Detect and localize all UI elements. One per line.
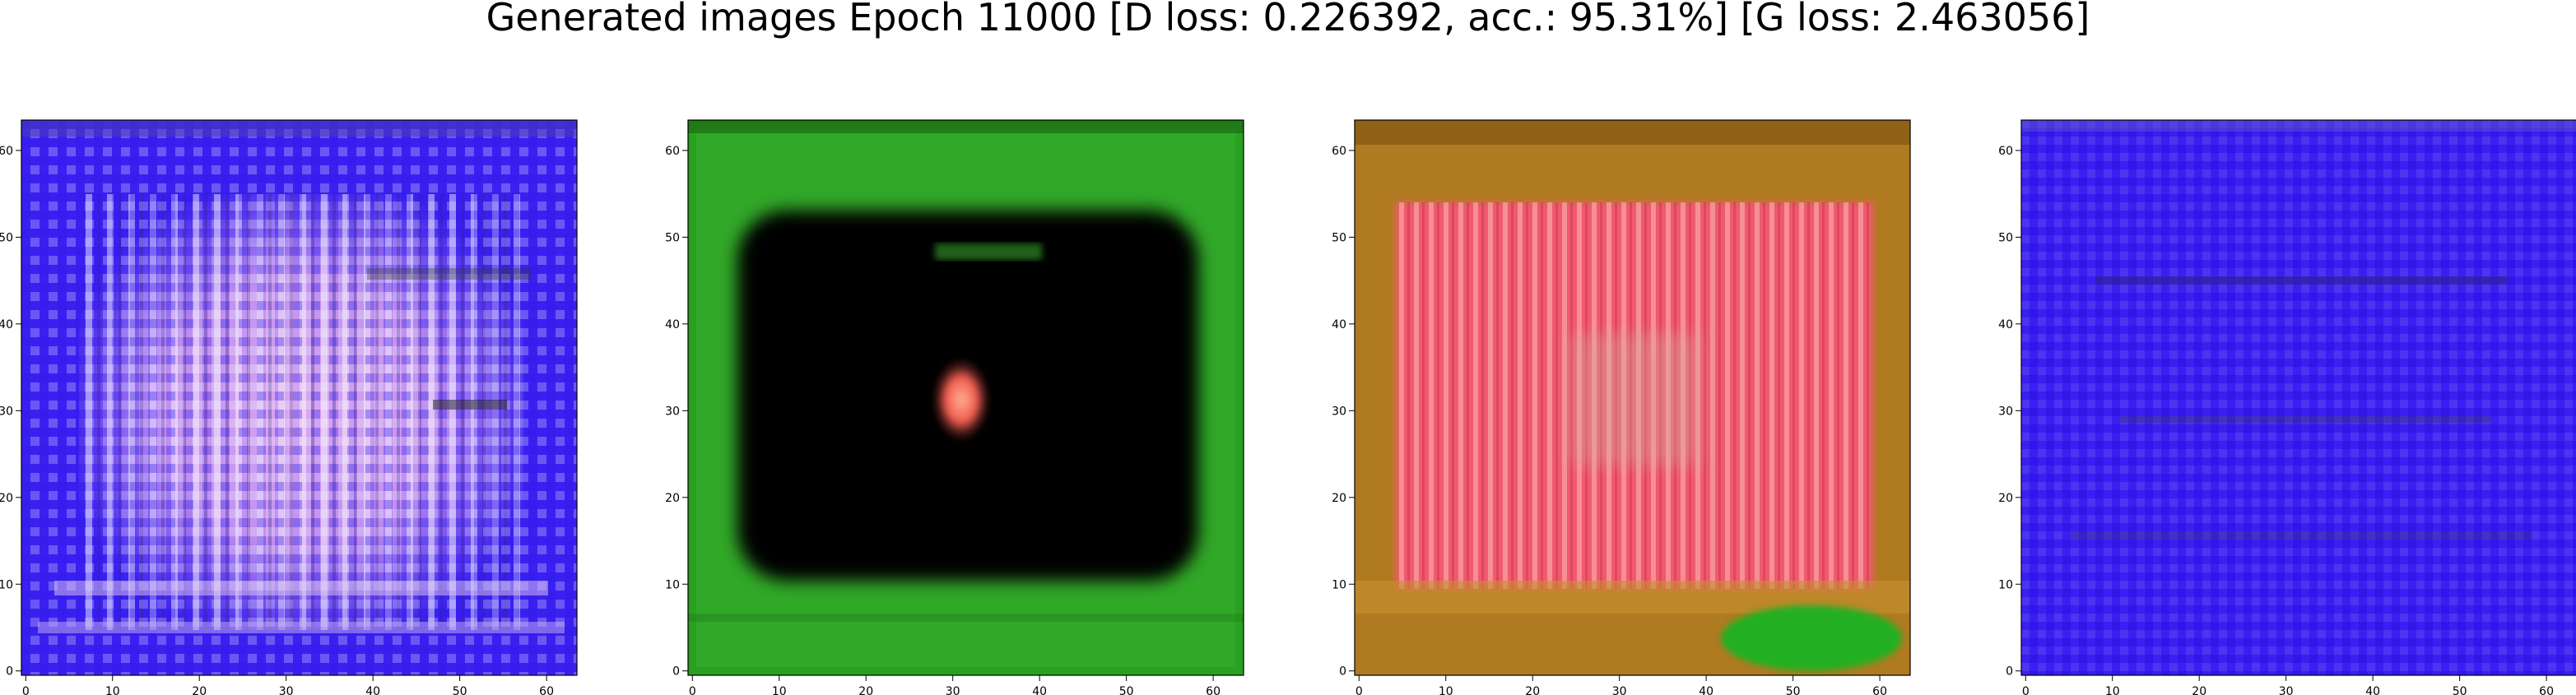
axes-frame [2020, 119, 2576, 676]
y-tick-label: 20 [1998, 492, 2013, 505]
x-tick-label: 60 [1206, 685, 1221, 695]
y-tick-label: 30 [1332, 405, 1346, 418]
x-tick-label: 60 [1872, 685, 1887, 695]
x-tick-label: 40 [1032, 685, 1047, 695]
y-tick-label: 30 [665, 405, 680, 418]
y-tick-label: 0 [2006, 665, 2013, 679]
y-tick-label: 0 [1339, 665, 1346, 679]
image-2 [688, 120, 1244, 675]
y-tick-label: 60 [1332, 145, 1346, 158]
y-tick-label: 60 [1998, 145, 2013, 158]
x-tick-label: 20 [858, 685, 873, 695]
y-tick-label: 0 [6, 665, 13, 679]
y-tick-label: 40 [0, 318, 13, 331]
x-tick-label: 50 [453, 685, 467, 695]
x-tick-label: 0 [22, 685, 30, 695]
x-tick-label: 10 [1439, 685, 1453, 695]
x-tick-label: 50 [2453, 685, 2467, 695]
x-tick-label: 40 [1699, 685, 1713, 695]
y-tick-label: 10 [665, 578, 680, 591]
panel-4: 0 10 20 30 40 50 60 0 10 20 30 40 50 60 [1998, 119, 2576, 695]
axes-ticks-2: 0 10 20 30 40 50 60 0 10 20 30 40 50 60 [665, 145, 1221, 695]
y-tick-label: 20 [0, 492, 13, 505]
y-tick-label: 50 [1332, 231, 1346, 244]
x-tick-label: 10 [2105, 685, 2120, 695]
y-tick-label: 10 [0, 578, 13, 591]
y-tick-label: 50 [1998, 231, 2013, 244]
y-tick-label: 40 [1332, 318, 1346, 331]
y-tick-label: 10 [1998, 578, 2013, 591]
x-tick-label: 40 [2365, 685, 2380, 695]
figure-title: Generated images Epoch 11000 [D loss: 0.… [486, 0, 2090, 39]
axes-ticks-4: 0 10 20 30 40 50 60 0 10 20 30 40 50 60 [1998, 145, 2554, 695]
y-tick-label: 30 [0, 405, 13, 418]
panel-3: 0 10 20 30 40 50 60 0 10 20 30 40 50 60 [1332, 119, 1911, 695]
y-tick-label: 40 [1998, 318, 2013, 331]
y-tick-label: 20 [665, 492, 680, 505]
x-tick-label: 50 [1786, 685, 1801, 695]
axes-ticks-1: 0 10 20 30 40 50 60 0 10 20 30 40 50 60 [0, 145, 554, 695]
panel-2: 0 10 20 30 40 50 60 0 10 20 30 40 50 60 [665, 119, 1244, 695]
x-tick-label: 60 [539, 685, 554, 695]
y-tick-label: 60 [0, 145, 13, 158]
axes-frame [1354, 119, 1911, 676]
x-tick-label: 10 [772, 685, 787, 695]
y-tick-label: 50 [0, 231, 13, 244]
image-3 [1355, 120, 1910, 675]
x-tick-label: 40 [365, 685, 380, 695]
panel-1: 0 10 20 30 40 50 60 0 10 20 30 40 50 60 [0, 119, 578, 695]
x-tick-label: 60 [2539, 685, 2554, 695]
x-tick-label: 50 [1119, 685, 1134, 695]
x-tick-label: 0 [689, 685, 696, 695]
y-tick-label: 60 [665, 145, 680, 158]
x-tick-label: 30 [946, 685, 960, 695]
axes-frame [687, 119, 1244, 676]
image-4 [2021, 120, 2576, 675]
axes-frame [21, 119, 578, 676]
x-tick-label: 20 [2192, 685, 2206, 695]
y-tick-label: 40 [665, 318, 680, 331]
x-tick-label: 30 [279, 685, 294, 695]
x-tick-label: 30 [1612, 685, 1627, 695]
image-1 [21, 120, 577, 675]
x-tick-label: 0 [1355, 685, 1363, 695]
axes-ticks-3: 0 10 20 30 40 50 60 0 10 20 30 40 50 60 [1332, 145, 1887, 695]
y-tick-label: 10 [1332, 578, 1346, 591]
x-tick-label: 20 [192, 685, 207, 695]
x-tick-label: 10 [105, 685, 120, 695]
x-tick-label: 30 [2279, 685, 2294, 695]
y-tick-label: 50 [665, 231, 680, 244]
x-tick-label: 0 [2022, 685, 2030, 695]
y-tick-label: 0 [672, 665, 680, 679]
y-tick-label: 20 [1332, 492, 1346, 505]
y-tick-label: 30 [1998, 405, 2013, 418]
x-tick-label: 20 [1525, 685, 1540, 695]
